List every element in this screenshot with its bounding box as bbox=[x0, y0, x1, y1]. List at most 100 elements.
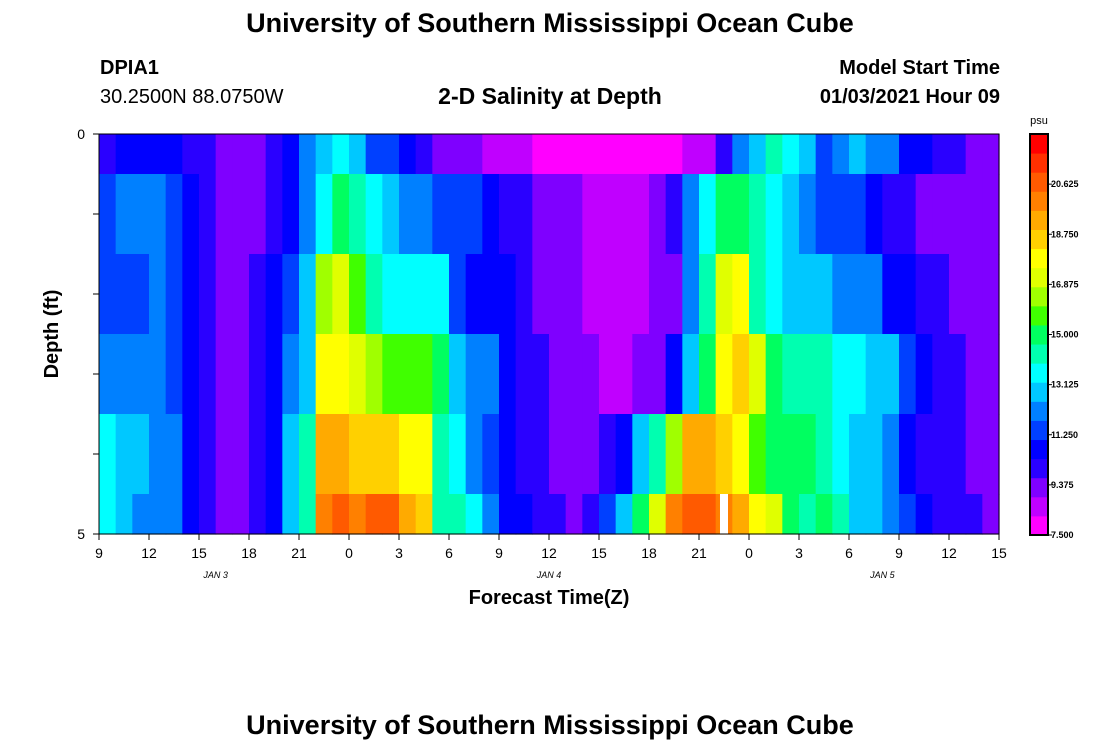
heatmap-cell bbox=[115, 494, 133, 535]
heatmap-cell bbox=[549, 174, 567, 255]
heatmap-cell bbox=[782, 414, 800, 495]
heatmap-cell bbox=[915, 254, 933, 335]
heatmap-cell bbox=[549, 414, 567, 495]
x-tick-label: 18 bbox=[241, 545, 257, 561]
heatmap-cell bbox=[349, 334, 367, 415]
y-axis-label: Depth (ft) bbox=[41, 290, 63, 379]
colorbar-tick-label: 11.250 bbox=[1051, 430, 1078, 440]
heatmap-cell bbox=[832, 174, 850, 255]
heatmap-cell bbox=[365, 174, 383, 255]
heatmap-cell bbox=[315, 254, 333, 335]
heatmap-cell bbox=[165, 134, 183, 175]
colorbar-swatch bbox=[1030, 401, 1048, 421]
heatmap-cell bbox=[232, 134, 250, 175]
heatmap-cell bbox=[182, 174, 200, 255]
heatmap-cell bbox=[232, 174, 250, 255]
heatmap-cell bbox=[749, 414, 767, 495]
heatmap-cell bbox=[832, 254, 850, 335]
heatmap-cell bbox=[199, 414, 217, 495]
colorbar-swatch bbox=[1030, 363, 1048, 383]
heatmap-cell bbox=[865, 494, 883, 535]
heatmap-cell bbox=[399, 174, 417, 255]
heatmap-cell bbox=[349, 414, 367, 495]
heatmap-cell bbox=[549, 334, 567, 415]
colorbar-swatch bbox=[1030, 515, 1048, 536]
heatmap-cell bbox=[699, 494, 717, 535]
title-bottom: University of Southern Mississippi Ocean… bbox=[246, 710, 854, 740]
heatmap-cell bbox=[199, 254, 217, 335]
date-label: JAN 5 bbox=[869, 570, 896, 580]
heatmap-cell bbox=[332, 414, 350, 495]
heatmap-cell bbox=[565, 134, 583, 175]
heatmap-cell bbox=[249, 174, 267, 255]
heatmap-cell bbox=[915, 494, 933, 535]
heatmap-cell bbox=[199, 494, 217, 535]
heatmap-cell bbox=[332, 334, 350, 415]
heatmap-cell bbox=[682, 494, 700, 535]
heatmap-cell bbox=[749, 494, 767, 535]
heatmap-cell bbox=[665, 334, 683, 415]
heatmap-cell bbox=[465, 254, 483, 335]
heatmap-cell bbox=[599, 134, 617, 175]
heatmap-cell bbox=[799, 494, 817, 535]
heatmap-cell bbox=[682, 174, 700, 255]
heatmap-cell bbox=[449, 414, 467, 495]
heatmap-cell bbox=[265, 414, 283, 495]
heatmap-cell bbox=[799, 134, 817, 175]
heatmap-cell bbox=[132, 134, 150, 175]
heatmap-cell bbox=[582, 414, 600, 495]
heatmap-cells bbox=[99, 134, 1000, 535]
colorbar-tick-label: 20.625 bbox=[1051, 179, 1079, 189]
heatmap-cell bbox=[265, 174, 283, 255]
heatmap-cell bbox=[349, 134, 367, 175]
heatmap-cell bbox=[915, 414, 933, 495]
heatmap-cell bbox=[682, 254, 700, 335]
colorbar-swatch bbox=[1030, 344, 1048, 364]
heatmap-cell bbox=[649, 494, 667, 535]
x-tick-label: 3 bbox=[795, 545, 803, 561]
heatmap-cell bbox=[515, 134, 533, 175]
title-top: University of Southern Mississippi Ocean… bbox=[246, 8, 854, 38]
heatmap-cell bbox=[765, 494, 783, 535]
colorbar-tick-label: 15.000 bbox=[1051, 330, 1079, 340]
colorbar-tick-label: 7.500 bbox=[1051, 530, 1074, 540]
colorbar-swatch bbox=[1030, 134, 1048, 154]
colorbar-swatch bbox=[1030, 324, 1048, 345]
heatmap-cell bbox=[982, 494, 1000, 535]
colorbar-swatch bbox=[1030, 172, 1048, 192]
heatmap-cell bbox=[382, 414, 400, 495]
heatmap-cell bbox=[865, 174, 883, 255]
heatmap-cell bbox=[982, 174, 1000, 255]
x-tick-label: 12 bbox=[941, 545, 957, 561]
heatmap-cell bbox=[482, 254, 500, 335]
heatmap-cell bbox=[582, 494, 600, 535]
heatmap-cell bbox=[849, 134, 867, 175]
heatmap-cell bbox=[365, 334, 383, 415]
heatmap-cell bbox=[882, 174, 900, 255]
x-tick-label: 18 bbox=[641, 545, 657, 561]
colorbar-unit: psu bbox=[1030, 115, 1048, 127]
heatmap-cell bbox=[565, 494, 583, 535]
heatmap-cell bbox=[949, 414, 967, 495]
heatmap-cell bbox=[382, 494, 400, 535]
x-axis-label: Forecast Time(Z) bbox=[469, 587, 630, 609]
heatmap-cell bbox=[465, 134, 483, 175]
heatmap-cell bbox=[632, 174, 650, 255]
heatmap-cell bbox=[149, 254, 167, 335]
heatmap-cell bbox=[415, 254, 433, 335]
colorbar-swatch bbox=[1030, 439, 1048, 460]
heatmap-cell bbox=[865, 254, 883, 335]
heatmap-cell bbox=[899, 254, 917, 335]
heatmap-cell bbox=[865, 414, 883, 495]
heatmap-cell bbox=[949, 174, 967, 255]
heatmap-cell bbox=[565, 174, 583, 255]
y-tick-label: 0 bbox=[77, 126, 85, 142]
heatmap-cell bbox=[515, 494, 533, 535]
heatmap-cell bbox=[715, 414, 733, 495]
colorbar-swatch bbox=[1030, 305, 1048, 326]
heatmap-cell bbox=[715, 134, 733, 175]
heatmap-cell bbox=[865, 134, 883, 175]
heatmap-cell bbox=[582, 254, 600, 335]
heatmap-cell bbox=[949, 494, 967, 535]
heatmap-cell bbox=[582, 134, 600, 175]
